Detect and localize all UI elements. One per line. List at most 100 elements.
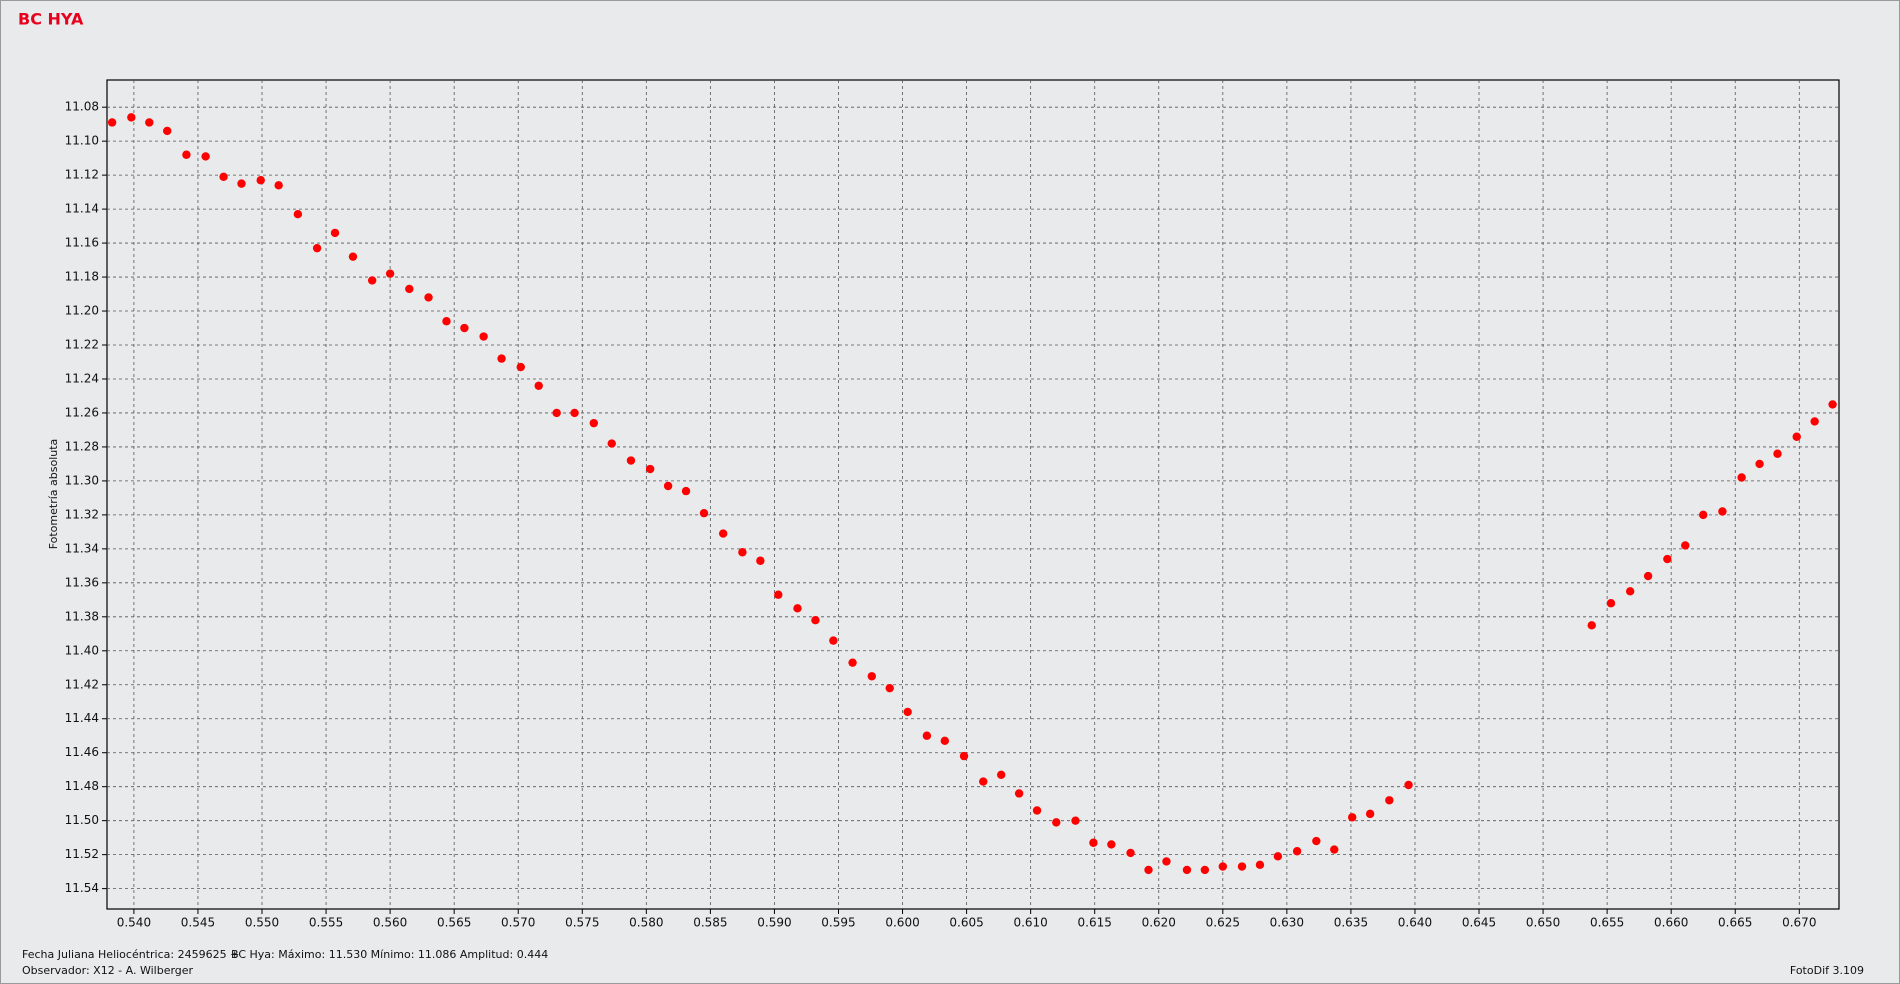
data-point (607, 439, 616, 448)
data-point (1126, 848, 1135, 858)
y-tick-label: 11.44 (65, 711, 99, 725)
x-tick-label: 0.630 (1270, 916, 1304, 930)
data-point (552, 408, 561, 418)
data-point (516, 362, 525, 372)
y-tick-label: 11.48 (65, 779, 99, 793)
data-point (1255, 860, 1265, 870)
data-point (219, 172, 228, 182)
data-point (274, 181, 283, 190)
data-point (182, 150, 191, 159)
data-point (442, 317, 451, 326)
data-point (738, 548, 747, 557)
y-tick-label: 11.50 (65, 813, 99, 827)
x-tick-label: 0.625 (1206, 916, 1240, 930)
y-tick-label: 11.36 (65, 575, 99, 589)
x-tick-label: 0.540 (117, 916, 151, 930)
data-point (1071, 816, 1080, 825)
data-point (1144, 865, 1153, 875)
footer-note: FotoDif 3.109 (1790, 964, 1864, 977)
data-point (145, 118, 154, 127)
data-point (1643, 571, 1653, 581)
data-point (1365, 809, 1375, 819)
data-point (903, 707, 912, 717)
data-point (256, 176, 265, 185)
data-point (996, 770, 1006, 779)
y-tick-label: 11.16 (65, 236, 99, 250)
data-point (1828, 400, 1837, 409)
data-point (793, 604, 802, 613)
data-point (1773, 449, 1782, 458)
data-point (681, 486, 691, 496)
data-point (979, 777, 988, 786)
data-point (1200, 865, 1210, 875)
data-point (1014, 789, 1024, 798)
data-point (1737, 473, 1746, 482)
y-tick-label: 11.54 (65, 881, 99, 895)
data-point (756, 556, 765, 565)
data-point (367, 276, 377, 285)
data-point (460, 323, 469, 333)
y-axis-label: Fotometría absoluta (47, 439, 60, 550)
x-tick-label: 0.560 (373, 916, 407, 930)
x-tick-label: 0.555 (309, 916, 343, 930)
x-tick-label: 0.565 (437, 916, 471, 930)
data-point (1587, 621, 1596, 630)
y-tick-label: 11.20 (65, 304, 99, 318)
data-point (405, 284, 414, 294)
plot-area (106, 79, 1840, 910)
y-tick-label: 11.12 (65, 168, 99, 182)
x-tick-label: 0.610 (1013, 916, 1047, 930)
data-point (1237, 862, 1247, 871)
data-point (848, 658, 857, 667)
y-tick-label: 11.28 (65, 439, 99, 453)
x-tick-label: 0.665 (1718, 916, 1752, 930)
data-point (1162, 857, 1171, 866)
y-tick-label: 11.52 (65, 847, 99, 861)
y-tick-label: 11.40 (65, 643, 99, 657)
data-point (959, 751, 969, 761)
x-tick-label: 0.600 (885, 916, 919, 930)
data-point (1792, 432, 1801, 441)
x-tick-label: 0.570 (501, 916, 535, 930)
x-tick-label: 0.575 (565, 916, 599, 930)
footer-note: Fecha Juliana Heliocéntrica: 2459625 + (22, 948, 239, 961)
data-point (718, 529, 728, 538)
y-tick-label: 11.30 (65, 473, 99, 487)
y-tick-label: 11.10 (65, 134, 99, 148)
data-point (1681, 541, 1690, 550)
y-tick-label: 11.34 (65, 541, 99, 555)
data-point (1347, 813, 1357, 822)
y-tick-label: 11.38 (65, 609, 99, 623)
data-point (1699, 510, 1708, 520)
x-tick-label: 0.590 (757, 916, 791, 930)
data-point (626, 456, 636, 465)
x-tick-label: 0.655 (1590, 916, 1624, 930)
data-point (663, 481, 673, 491)
y-tick-label: 11.26 (65, 405, 99, 419)
y-tick-label: 11.22 (65, 338, 99, 352)
data-point (330, 228, 340, 238)
data-point (312, 243, 322, 253)
data-point (589, 418, 599, 428)
data-point (1107, 840, 1116, 849)
data-point (497, 354, 506, 363)
data-point (1718, 507, 1727, 516)
data-point (885, 683, 894, 693)
data-point (645, 464, 655, 474)
data-point (1312, 836, 1321, 846)
data-point (201, 152, 210, 161)
x-tick-label: 0.660 (1654, 916, 1688, 930)
x-tick-label: 0.650 (1526, 916, 1560, 930)
y-tick-label: 11.14 (65, 202, 99, 216)
x-tick-label: 0.550 (245, 916, 279, 930)
data-point (424, 293, 433, 302)
data-point (237, 179, 246, 188)
data-point (163, 126, 172, 136)
data-point (1089, 838, 1098, 847)
data-point (811, 616, 820, 625)
x-tick-label: 0.605 (949, 916, 983, 930)
x-tick-label: 0.615 (1078, 916, 1112, 930)
data-point (922, 731, 932, 740)
data-point (570, 408, 579, 418)
data-point (1625, 587, 1635, 596)
